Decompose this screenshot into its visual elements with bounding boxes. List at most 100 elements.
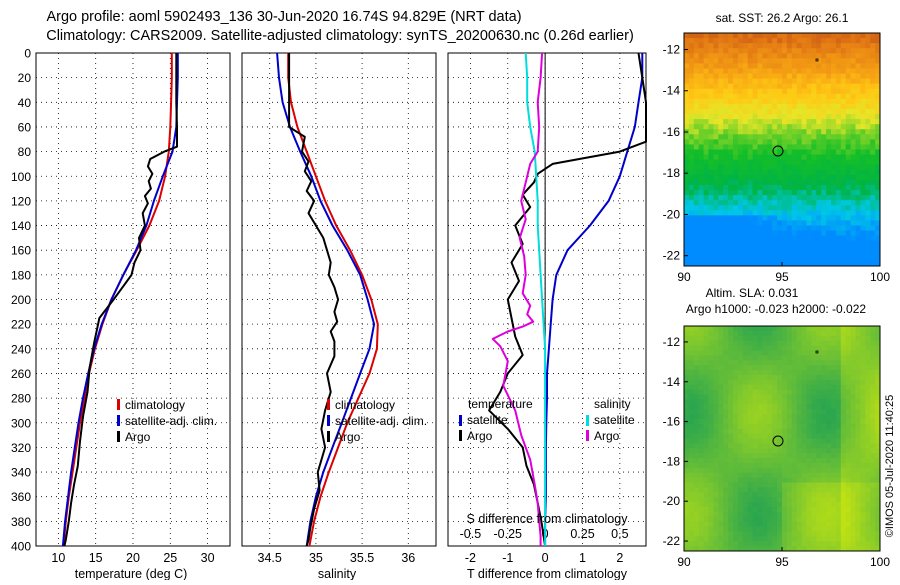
- heatmap-cell: [821, 245, 827, 252]
- heatmap-cell: [762, 210, 768, 216]
- heatmap-cell: [860, 448, 866, 454]
- heatmap-cell: [708, 174, 714, 181]
- heatmap-cell: [801, 33, 807, 39]
- heatmap-cell: [826, 114, 832, 120]
- heatmap-cell: [713, 220, 719, 226]
- heatmap-cell: [855, 220, 861, 226]
- heatmap-cell: [713, 179, 719, 186]
- heatmap-cell: [806, 492, 812, 498]
- heatmap-cell: [688, 230, 695, 237]
- heatmap-cell: [816, 43, 822, 49]
- heatmap-cell: [796, 149, 803, 156]
- heatmap-cell: [870, 119, 876, 125]
- heatmap-cell: [723, 48, 729, 54]
- heatmap-cell: [845, 428, 852, 435]
- heatmap-cell: [821, 458, 827, 464]
- heatmap-cell: [821, 149, 827, 156]
- heatmap-cell: [870, 58, 876, 64]
- heatmap-cell: [747, 53, 754, 59]
- heatmap-cell: [840, 139, 847, 145]
- heatmap-cell: [747, 541, 754, 547]
- heatmap-cell: [831, 448, 837, 454]
- heatmap-cell: [713, 88, 719, 95]
- heatmap-cell: [733, 129, 739, 135]
- heatmap-cell: [801, 124, 807, 130]
- heatmap-cell: [845, 33, 852, 39]
- heatmap-cell: [821, 521, 827, 528]
- heatmap-cell: [865, 174, 871, 181]
- heatmap-cell: [718, 38, 724, 44]
- heatmap-cell: [840, 144, 847, 150]
- heatmap-cell: [777, 43, 783, 49]
- heatmap-cell: [713, 200, 719, 206]
- heatmap-cell: [713, 103, 719, 110]
- heatmap-cell: [835, 370, 842, 376]
- heatmap-cell: [684, 526, 690, 532]
- heatmap-cell: [840, 149, 847, 156]
- heatmap-cell: [777, 169, 783, 176]
- heatmap-cell: [737, 345, 744, 351]
- heatmap-cell: [782, 210, 788, 216]
- heatmap-cell: [737, 438, 744, 444]
- heatmap-cell: [703, 205, 709, 211]
- heatmap-cell: [762, 448, 768, 454]
- heatmap-cell: [733, 255, 739, 262]
- heatmap-cell: [816, 215, 822, 221]
- heatmap-cell: [806, 108, 812, 115]
- heatmap-cell: [752, 453, 758, 459]
- heatmap-cell: [786, 423, 793, 430]
- heatmap-cell: [840, 379, 847, 386]
- heatmap-cell: [728, 345, 734, 351]
- heatmap-cell: [850, 418, 856, 425]
- heatmap-cell: [737, 245, 744, 252]
- heatmap-cell: [821, 38, 827, 44]
- heatmap-cell: [865, 472, 871, 479]
- heatmap-cell: [708, 119, 714, 125]
- heatmap-cell: [826, 394, 832, 400]
- heatmap-cell: [708, 144, 714, 150]
- heatmap-cell: [767, 124, 773, 130]
- heatmap-cell: [708, 98, 714, 105]
- heatmap-cell: [723, 414, 729, 420]
- heatmap-cell: [762, 124, 768, 130]
- heatmap-cell: [718, 340, 724, 347]
- heatmap-cell: [708, 245, 714, 252]
- heatmap-cell: [816, 230, 822, 237]
- heatmap-cell: [865, 433, 871, 439]
- heatmap-cell: [747, 404, 754, 410]
- x-tick-label: -1: [502, 551, 513, 565]
- heatmap-cell: [713, 184, 719, 191]
- heatmap-cell: [757, 88, 763, 95]
- heatmap-cell: [742, 149, 749, 156]
- heatmap-cell: [840, 200, 847, 206]
- heatmap-cell: [708, 53, 714, 59]
- heatmap-cell: [845, 458, 852, 464]
- heatmap-cell: [870, 63, 876, 69]
- heatmap-cell: [806, 511, 812, 518]
- heatmap-cell: [816, 326, 822, 332]
- heatmap-cell: [821, 179, 827, 186]
- heatmap-cell: [850, 169, 856, 176]
- heatmap-cell: [708, 149, 714, 156]
- heatmap-cell: [801, 536, 807, 542]
- heatmap-cell: [747, 389, 754, 395]
- heatmap-cell: [840, 438, 847, 444]
- heatmap-cell: [767, 531, 773, 537]
- heatmap-cell: [688, 119, 695, 125]
- heatmap-cell: [811, 433, 817, 439]
- heatmap-cell: [693, 546, 700, 552]
- heatmap-cell: [772, 482, 778, 488]
- heatmap-cell: [826, 78, 832, 85]
- heatmap-cell: [693, 379, 700, 386]
- heatmap-cell: [713, 340, 719, 347]
- heatmap-cell: [723, 374, 729, 381]
- heatmap-cell: [845, 497, 852, 503]
- heatmap-cell: [747, 73, 754, 80]
- heatmap-cell: [742, 379, 749, 386]
- heatmap-cell: [777, 73, 783, 80]
- depth-tick-label: 400: [11, 540, 31, 554]
- heatmap-cell: [826, 83, 832, 90]
- heatmap-cell: [786, 462, 793, 469]
- heatmap-cell: [777, 129, 783, 135]
- heatmap-cell: [782, 472, 788, 479]
